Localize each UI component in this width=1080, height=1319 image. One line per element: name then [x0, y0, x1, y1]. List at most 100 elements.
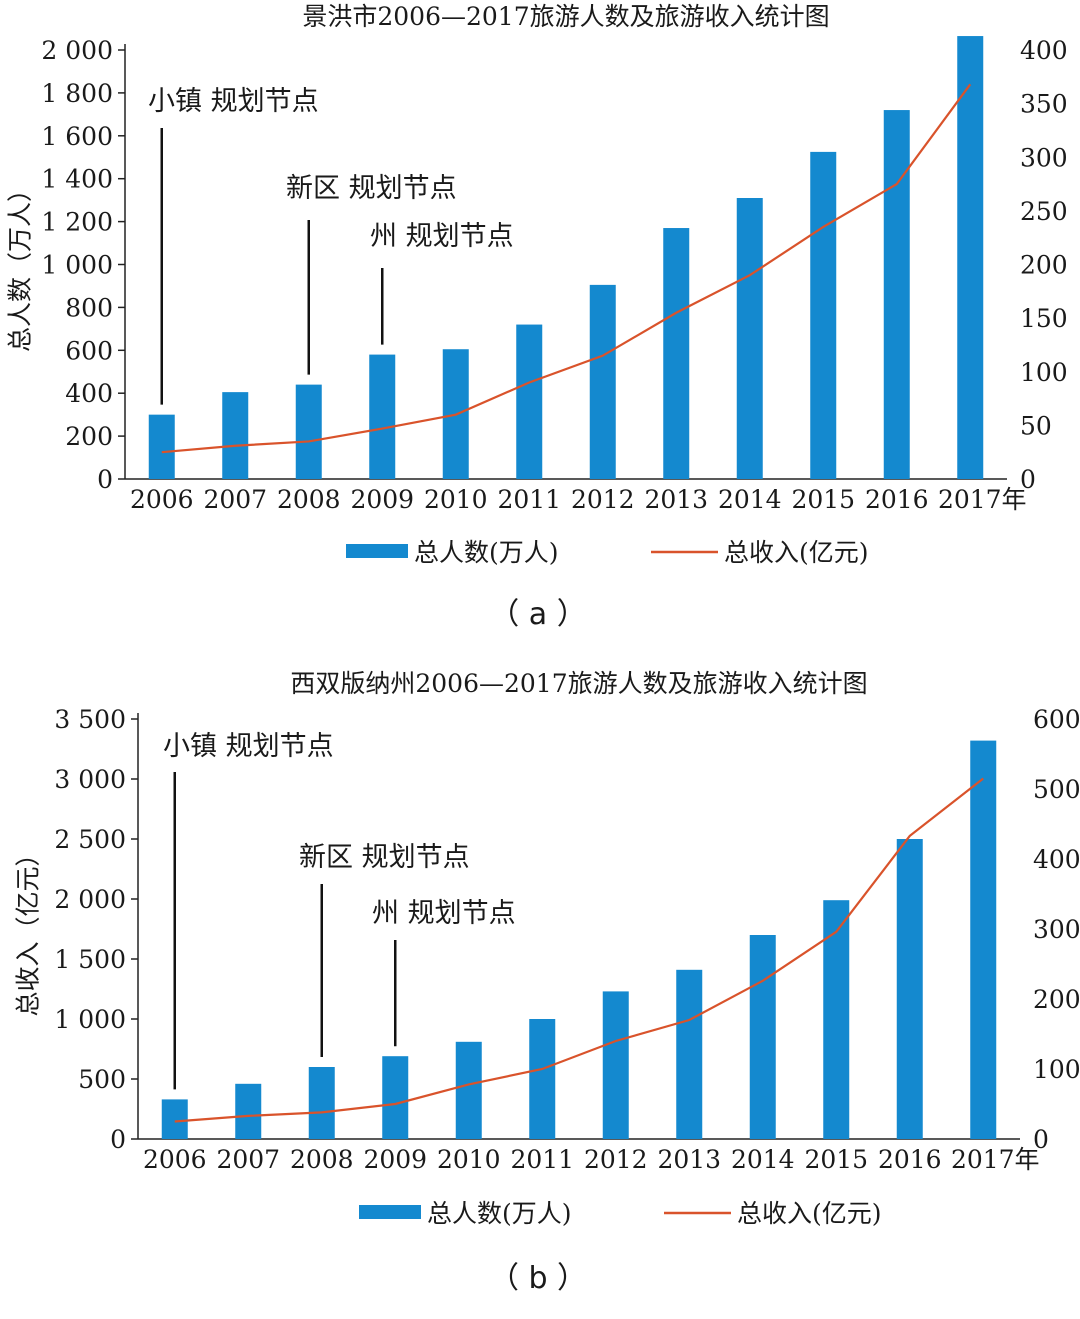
x-tick-label: 2012	[584, 1145, 648, 1174]
x-tick-label: 2014	[731, 1145, 795, 1174]
y-right-tick-label: 200	[1020, 251, 1068, 280]
bar-2008	[296, 385, 322, 479]
x-tick-label: 2007	[216, 1145, 280, 1174]
x-tick-label: 2006	[143, 1145, 207, 1174]
x-tick-label: 2017年	[938, 485, 1027, 514]
y-left-tick-label: 400	[65, 379, 113, 408]
x-tick-label: 2011	[510, 1145, 574, 1174]
chart-panel-b: 西双版纳州2006—2017旅游人数及旅游收入统计图 0 500 1 000 1 500…	[14, 669, 1080, 1296]
y-axis-left-title: 总人数（万人）	[6, 177, 35, 352]
y-right-tick-label: 400	[1020, 36, 1068, 65]
legend-label-line: 总收入(亿元)	[737, 1199, 882, 1228]
bar-2016	[884, 110, 910, 479]
y-left-tick-label: 1 600	[41, 122, 113, 151]
bar-2006	[162, 1099, 188, 1139]
y-left-tick-label: 1 200	[41, 208, 113, 237]
y-left-tick-label: 3 500	[54, 705, 126, 734]
y-left-tick-label: 500	[78, 1065, 126, 1094]
x-tick-label: 2010	[437, 1145, 501, 1174]
annotation-label: 州 规划节点	[372, 898, 516, 929]
bar-2013	[676, 970, 702, 1139]
legend-label-bar: 总人数(万人)	[414, 538, 559, 567]
series-line-revenue	[162, 84, 971, 452]
y-right-tick-label: 100	[1020, 358, 1068, 387]
legend-swatch-bar	[359, 1205, 421, 1219]
y-left-tick-label: 0	[97, 465, 113, 494]
panel-label: （ a ）	[489, 597, 586, 632]
bar-2007	[235, 1084, 261, 1139]
y-right-tick-label: 300	[1020, 143, 1068, 172]
x-tick-label: 2008	[277, 485, 341, 514]
y-right-tick-label: 600	[1033, 705, 1080, 734]
annotation-label: 州 规划节点	[370, 221, 514, 252]
bar-2006	[149, 415, 175, 479]
y-right-tick-label: 350	[1020, 90, 1068, 119]
x-tick-label: 2014	[718, 485, 782, 514]
x-tick-label: 2007	[203, 485, 267, 514]
bar-2009	[382, 1056, 408, 1139]
y-left-tick-label: 3 000	[54, 765, 126, 794]
bar-2012	[603, 991, 629, 1139]
x-tick-label: 2009	[350, 485, 414, 514]
bar-2015	[810, 152, 836, 479]
chart-title: 景洪市2006—2017旅游人数及旅游收入统计图	[302, 2, 829, 31]
y-right-tick-label: 200	[1033, 985, 1080, 1014]
legend: 总人数(万人) 总收入(亿元)	[359, 1199, 882, 1228]
y-left-tick-label: 0	[110, 1125, 126, 1154]
y-right-tick-label: 400	[1033, 845, 1080, 874]
annotation-label: 小镇 规划节点	[148, 86, 319, 117]
chart-title: 西双版纳州2006—2017旅游人数及旅游收入统计图	[290, 669, 867, 698]
bar-2011	[529, 1019, 555, 1139]
y-left-tick-label: 200	[65, 422, 113, 451]
x-tick-label: 2010	[424, 485, 488, 514]
bar-2014	[750, 935, 776, 1139]
bar-2007	[222, 392, 248, 479]
panel-label: （ b ）	[489, 1261, 587, 1296]
legend: 总人数(万人) 总收入(亿元)	[346, 538, 869, 567]
bar-2017	[970, 741, 996, 1139]
bar-2011	[516, 325, 542, 479]
annotation-label: 新区 规划节点	[286, 173, 457, 204]
y-left-tick-label: 1 400	[41, 165, 113, 194]
bar-2017	[957, 36, 983, 479]
y-right-tick-label: 50	[1020, 411, 1052, 440]
x-tick-label: 2015	[804, 1145, 868, 1174]
y-right-tick-label: 100	[1033, 1055, 1080, 1084]
y-left-tick-label: 1 800	[41, 79, 113, 108]
x-tick-label: 2009	[363, 1145, 427, 1174]
y-right-tick-label: 300	[1033, 915, 1080, 944]
legend-label-line: 总收入(亿元)	[724, 538, 869, 567]
x-tick-label: 2016	[878, 1145, 942, 1174]
y-left-tick-label: 2 000	[54, 885, 126, 914]
bar-2014	[737, 198, 763, 479]
x-tick-label: 2013	[644, 485, 708, 514]
bar-2012	[590, 285, 616, 479]
y-right-tick-label: 500	[1033, 775, 1080, 804]
y-left-tick-label: 1 000	[41, 251, 113, 280]
y-right-tick-label: 250	[1020, 197, 1068, 226]
bar-2016	[897, 839, 923, 1139]
annotation-label: 新区 规划节点	[299, 842, 470, 873]
bar-2015	[823, 900, 849, 1139]
x-tick-label: 2008	[290, 1145, 354, 1174]
y-axis-left-title: 总收入（亿元）	[14, 841, 43, 1016]
y-right-tick-label: 150	[1020, 304, 1068, 333]
y-left-tick-label: 2 000	[41, 36, 113, 65]
series-line-revenue	[175, 779, 984, 1122]
x-tick-label: 2011	[497, 485, 561, 514]
bar-2013	[663, 228, 689, 479]
bar-2009	[369, 355, 395, 479]
legend-label-bar: 总人数(万人)	[427, 1199, 572, 1228]
bar-2010	[456, 1042, 482, 1139]
x-tick-label: 2017年	[951, 1145, 1040, 1174]
annotation-label: 小镇 规划节点	[163, 731, 334, 762]
y-left-tick-label: 1 500	[54, 945, 126, 974]
x-tick-label: 2015	[791, 485, 855, 514]
legend-swatch-bar	[346, 544, 408, 558]
x-tick-label: 2016	[865, 485, 929, 514]
y-left-tick-label: 2 500	[54, 825, 126, 854]
x-tick-label: 2013	[657, 1145, 721, 1174]
y-left-tick-label: 1 000	[54, 1005, 126, 1034]
